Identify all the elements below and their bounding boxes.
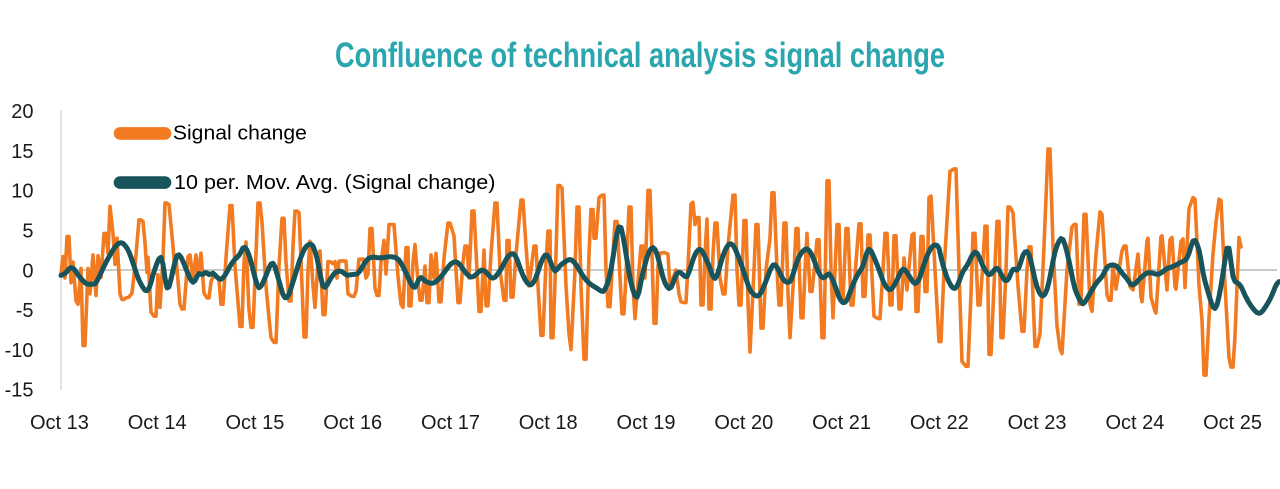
svg-text:Oct 15: Oct 15 [225,412,284,434]
svg-text:-5: -5 [16,300,34,322]
svg-text:Oct 21: Oct 21 [812,412,871,434]
svg-text:Signal change: Signal change [173,122,307,144]
svg-text:Oct 20: Oct 20 [714,412,773,434]
svg-text:Oct 24: Oct 24 [1105,412,1164,434]
svg-text:5: 5 [22,221,33,243]
svg-text:10: 10 [11,181,33,203]
svg-text:0: 0 [22,260,33,282]
svg-text:20: 20 [11,101,33,123]
svg-text:Oct 17: Oct 17 [421,412,480,434]
svg-text:Oct 14: Oct 14 [128,412,187,434]
svg-text:Oct 13: Oct 13 [30,412,89,434]
svg-text:Oct 18: Oct 18 [519,412,578,434]
svg-text:Oct 25: Oct 25 [1203,412,1262,434]
svg-text:Oct 23: Oct 23 [1008,412,1067,434]
svg-text:-15: -15 [5,380,34,402]
svg-text:Oct 22: Oct 22 [910,412,969,434]
svg-text:Oct 16: Oct 16 [323,412,382,434]
svg-text:15: 15 [11,141,33,163]
svg-text:Confluence of technical analys: Confluence of technical analysis signal … [335,36,945,75]
svg-text:10 per. Mov. Avg. (Signal chan: 10 per. Mov. Avg. (Signal change) [174,172,495,194]
svg-text:-10: -10 [5,340,34,362]
svg-text:Oct 19: Oct 19 [617,412,676,434]
